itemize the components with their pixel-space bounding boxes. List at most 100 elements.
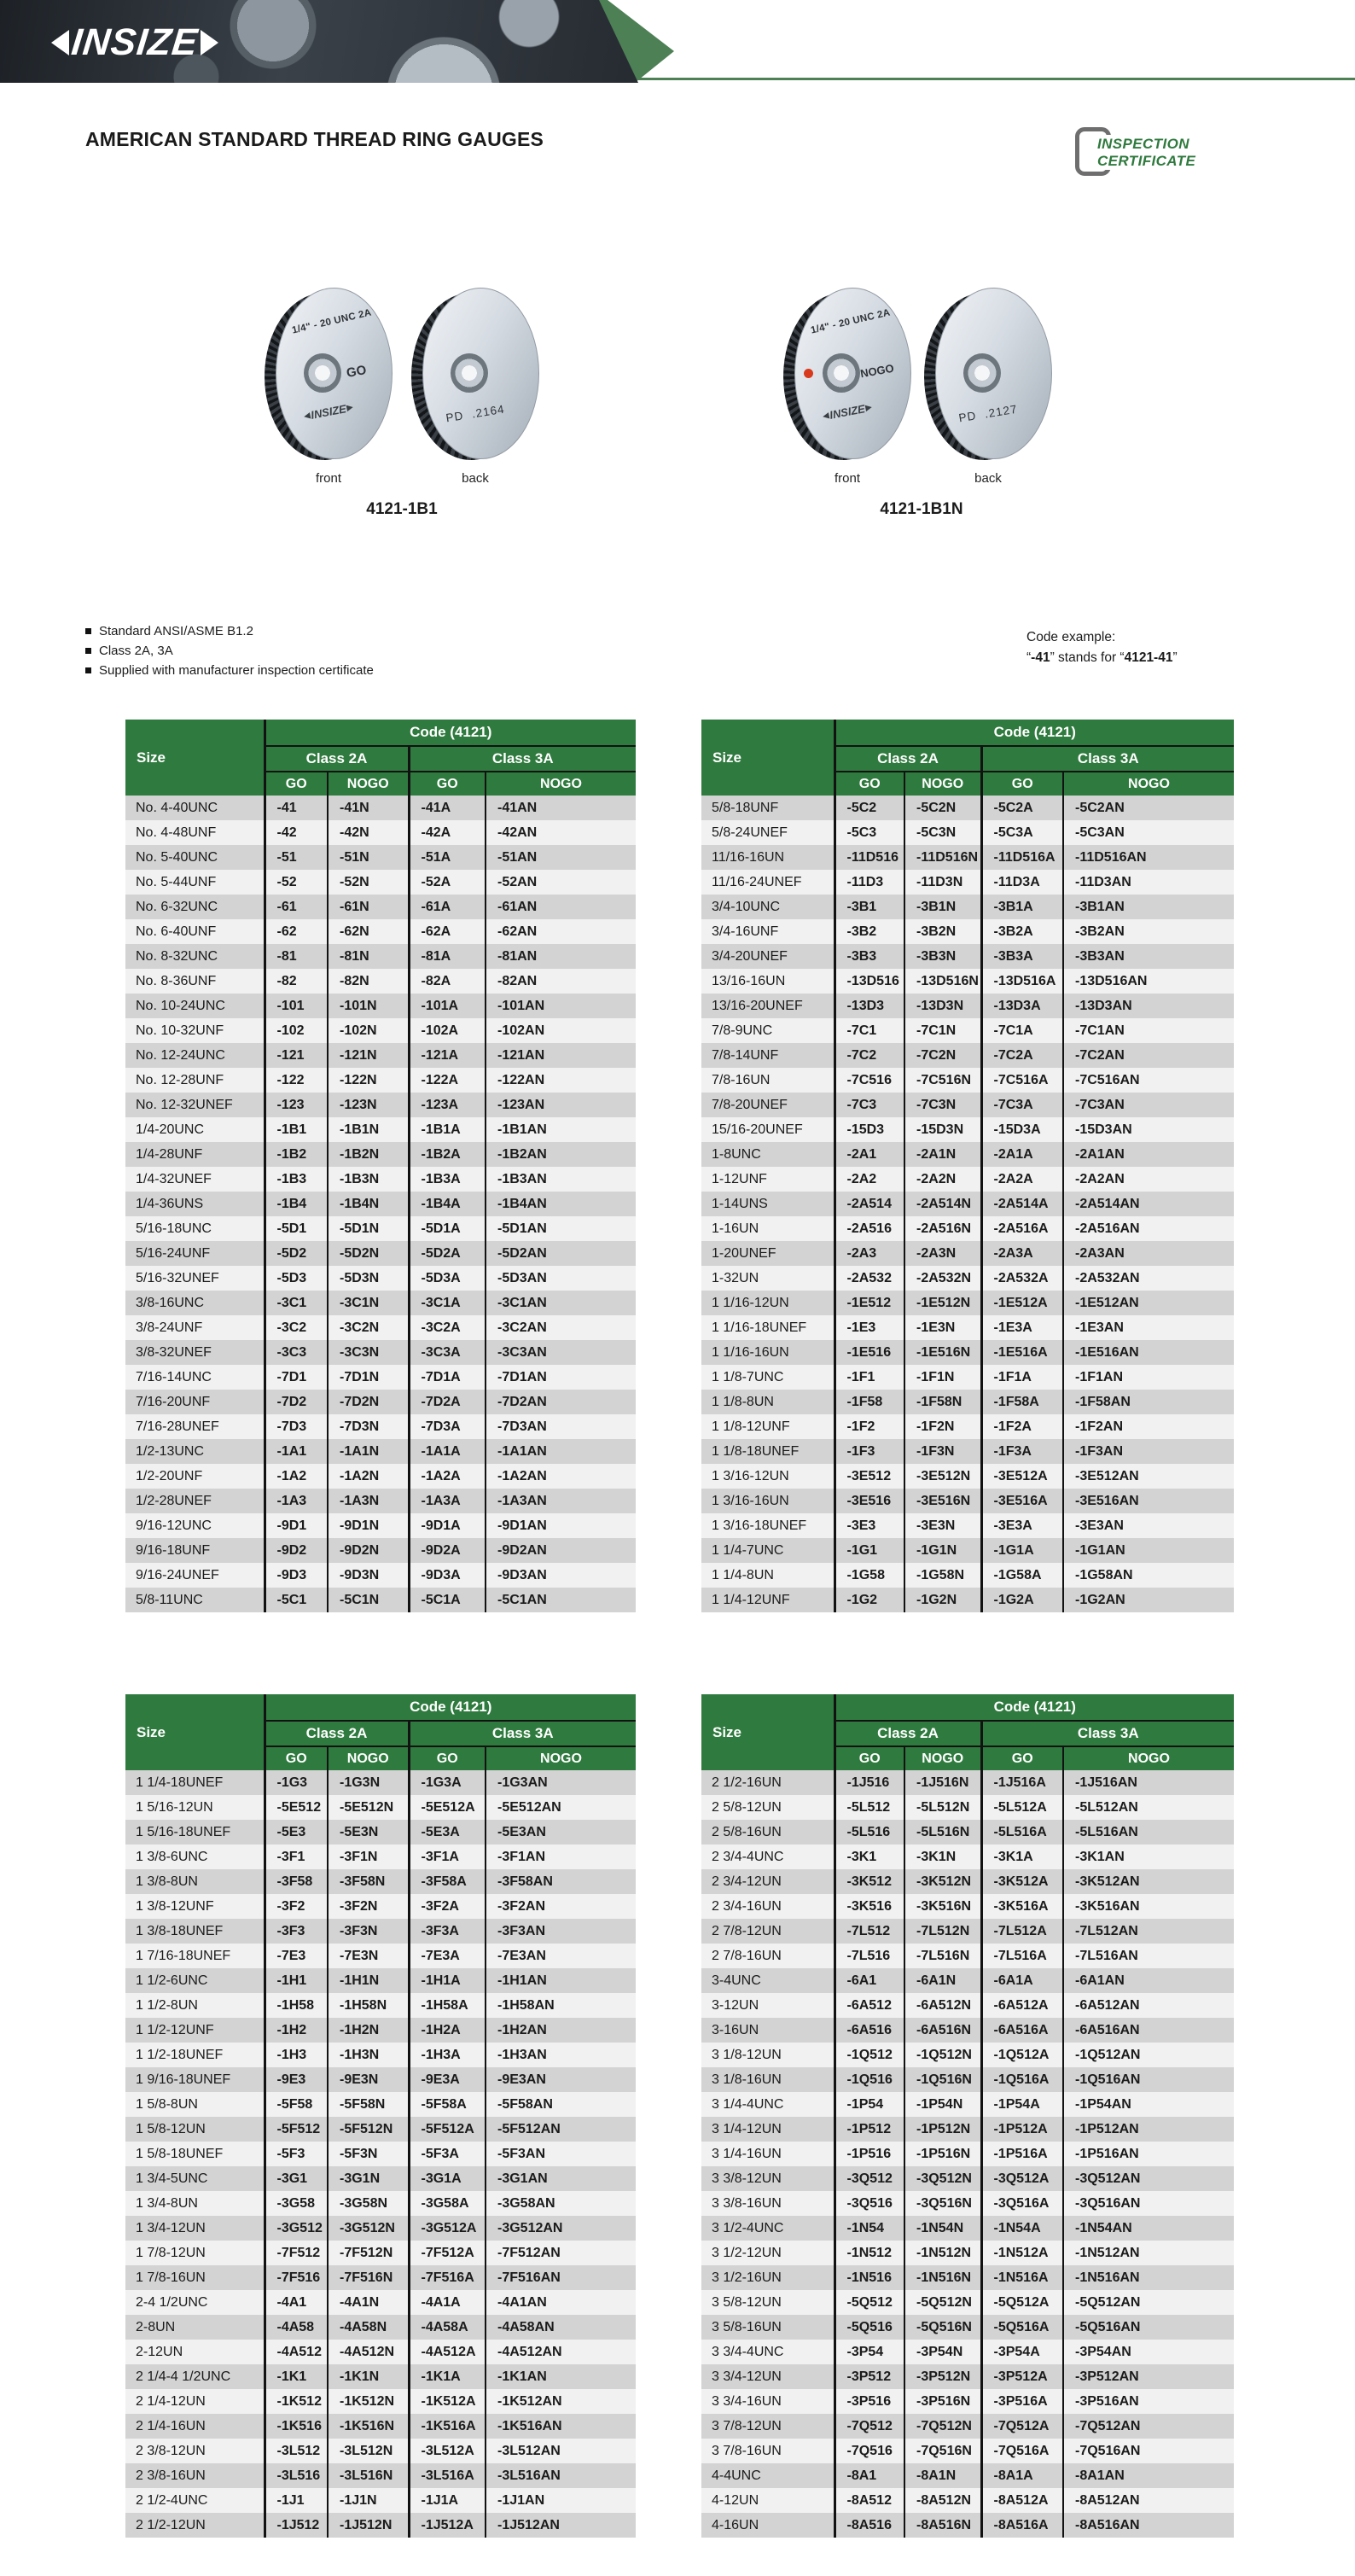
size-cell: 3 3/4-16UN bbox=[701, 2389, 835, 2414]
code-cell: -9D3N bbox=[327, 1563, 409, 1588]
table-row: 1/4-32UNEF -1B3 -1B3N -1B3A -1B3AN bbox=[125, 1167, 636, 1192]
table-row: 1/2-20UNF -1A2 -1A2N -1A2A -1A2AN bbox=[125, 1464, 636, 1489]
code-cell: -2A514N bbox=[904, 1192, 981, 1216]
code-cell: -5L512AN bbox=[1062, 1795, 1234, 1820]
code-cell: -3F1AN bbox=[485, 1845, 636, 1869]
code-cell: -5L512A bbox=[980, 1795, 1063, 1820]
code-cell: -1G2A bbox=[980, 1588, 1063, 1612]
table-row: 2 3/8-12UN -3L512 -3L512N -3L512A -3L512AN bbox=[125, 2439, 636, 2463]
code-example: Code example: “-41” stands for “4121-41” bbox=[1026, 627, 1178, 668]
code-cell: -13D516N bbox=[904, 969, 981, 994]
column-header-nogo: NOGO bbox=[1062, 1746, 1234, 1770]
table-row: 1-12UNF -2A2 -2A2N -2A2A -2A2AN bbox=[701, 1167, 1234, 1192]
table-row: 2 1/2-4UNC -1J1 -1J1N -1J1A -1J1AN bbox=[125, 2488, 636, 2513]
code-cell: -61A bbox=[407, 895, 486, 919]
code-cell: -1F58 bbox=[833, 1390, 904, 1414]
code-cell: -1A2A bbox=[407, 1464, 486, 1489]
code-cell: -7F516A bbox=[407, 2265, 486, 2290]
code-cell: -1E516N bbox=[904, 1340, 981, 1365]
gauge-front-go: 1/4" - 20 UNC 2A GO ◀ INSIZE ▶ bbox=[265, 288, 393, 463]
code-cell: -5F3A bbox=[407, 2142, 486, 2166]
size-cell: 3-16UN bbox=[701, 2018, 835, 2043]
code-cell: -1B4 bbox=[263, 1192, 328, 1216]
code-cell: -1J1AN bbox=[485, 2488, 636, 2513]
code-cell: -5D3N bbox=[327, 1266, 409, 1291]
size-cell: 2 1/4-16UN bbox=[125, 2414, 265, 2439]
code-cell: -1P54A bbox=[980, 2092, 1063, 2117]
column-header-go: GO bbox=[265, 772, 328, 796]
column-header-nogo: NOGO bbox=[904, 772, 981, 796]
code-cell: -7C1A bbox=[980, 1018, 1063, 1043]
code-cell: -82AN bbox=[485, 969, 636, 994]
code-cell: -1N512N bbox=[904, 2241, 981, 2265]
size-cell: 9/16-24UNEF bbox=[125, 1563, 265, 1588]
size-cell: 15/16-20UNEF bbox=[701, 1117, 835, 1142]
code-cell: -3E3A bbox=[980, 1513, 1063, 1538]
code-cell: -1Q516N bbox=[904, 2067, 981, 2092]
code-cell: -7C2 bbox=[833, 1043, 904, 1068]
table-row: 1 3/8-8UN -3F58 -3F58N -3F58A -3F58AN bbox=[125, 1869, 636, 1894]
code-cell: -3L512A bbox=[407, 2439, 486, 2463]
code-cell: -7E3AN bbox=[485, 1944, 636, 1968]
code-cell: -11D516AN bbox=[1062, 845, 1234, 870]
code-cell: -7C1 bbox=[833, 1018, 904, 1043]
code-cell: -1G1 bbox=[833, 1538, 904, 1563]
feature-item: Class 2A, 3A bbox=[85, 644, 374, 658]
size-cell: 7/8-16UN bbox=[701, 1068, 835, 1093]
code-cell: -1H58N bbox=[327, 1993, 409, 2018]
table-row: No. 10-24UNC -101 -101N -101A -101AN bbox=[125, 994, 636, 1018]
size-cell: 1 1/16-18UNEF bbox=[701, 1315, 835, 1340]
code-cell: -8A512N bbox=[904, 2488, 981, 2513]
back-caption: back bbox=[462, 471, 489, 486]
table-row: 2 5/8-16UN -5L516 -5L516N -5L516A -5L516AN bbox=[701, 1820, 1234, 1845]
code-cell: -2A514 bbox=[833, 1192, 904, 1216]
code-cell: -1N512A bbox=[980, 2241, 1063, 2265]
table-row: No. 8-36UNF -82 -82N -82A -82AN bbox=[125, 969, 636, 994]
code-cell: -5D1 bbox=[263, 1216, 328, 1241]
code-cell: -9E3 bbox=[263, 2067, 328, 2092]
table-row: 1/4-20UNC -1B1 -1B1N -1B1A -1B1AN bbox=[125, 1117, 636, 1142]
table-row: 7/16-20UNF -7D2 -7D2N -7D2A -7D2AN bbox=[125, 1390, 636, 1414]
table-row: 1 3/4-12UN -3G512 -3G512N -3G512A -3G512AN bbox=[125, 2216, 636, 2241]
code-cell: -3B3 bbox=[833, 944, 904, 969]
code-cell: -1B2N bbox=[327, 1142, 409, 1167]
code-cell: -7D1A bbox=[407, 1365, 486, 1390]
code-cell: -8A516N bbox=[904, 2513, 981, 2538]
table-row: 9/16-18UNF -9D2 -9D2N -9D2A -9D2AN bbox=[125, 1538, 636, 1563]
code-cell: -3C3A bbox=[407, 1340, 486, 1365]
column-header-go: GO bbox=[835, 1746, 904, 1770]
code-cell: -3C3AN bbox=[485, 1340, 636, 1365]
size-cell: 3/4-16UNF bbox=[701, 919, 835, 944]
size-cell: No. 12-32UNEF bbox=[125, 1093, 265, 1117]
size-cell: 4-12UN bbox=[701, 2488, 835, 2513]
code-cell: -1K516AN bbox=[485, 2414, 636, 2439]
code-cell: -9D1AN bbox=[485, 1513, 636, 1538]
code-cell: -3C2A bbox=[407, 1315, 486, 1340]
code-cell: -3K1 bbox=[833, 1845, 904, 1869]
code-cell: -1E512A bbox=[980, 1291, 1063, 1315]
code-cell: -61N bbox=[327, 895, 409, 919]
column-header-go: GO bbox=[980, 772, 1063, 796]
code-cell: -1J1A bbox=[407, 2488, 486, 2513]
code-cell: -1G2 bbox=[833, 1588, 904, 1612]
code-cell: -8A1N bbox=[904, 2463, 981, 2488]
code-cell: -3F58 bbox=[263, 1869, 328, 1894]
code-cell: -7D2 bbox=[263, 1390, 328, 1414]
table-row: 7/8-14UNF -7C2 -7C2N -7C2A -7C2AN bbox=[701, 1043, 1234, 1068]
code-cell: -41A bbox=[407, 796, 486, 820]
code-cell: -11D3AN bbox=[1062, 870, 1234, 895]
code-cell: -6A1N bbox=[904, 1968, 981, 1993]
code-cell: -1B1A bbox=[407, 1117, 486, 1142]
table-row: 2 1/4-4 1/2UNC -1K1 -1K1N -1K1A -1K1AN bbox=[125, 2364, 636, 2389]
code-cell: -1P512 bbox=[833, 2117, 904, 2142]
code-cell: -1Q516 bbox=[833, 2067, 904, 2092]
code-cell: -7Q512N bbox=[904, 2414, 981, 2439]
code-cell: -7E3N bbox=[327, 1944, 409, 1968]
table-row: 1 3/4-8UN -3G58 -3G58N -3G58A -3G58AN bbox=[125, 2191, 636, 2216]
code-cell: -82A bbox=[407, 969, 486, 994]
thread-table-top-left: Size Code (4121) Class 2A Class 3A GO NOGO G… bbox=[125, 720, 636, 1612]
size-cell: 1 3/8-6UNC bbox=[125, 1845, 265, 1869]
code-cell: -5Q516N bbox=[904, 2315, 981, 2340]
code-cell: -3F2AN bbox=[485, 1894, 636, 1919]
table-row: 1/4-36UNS -1B4 -1B4N -1B4A -1B4AN bbox=[125, 1192, 636, 1216]
